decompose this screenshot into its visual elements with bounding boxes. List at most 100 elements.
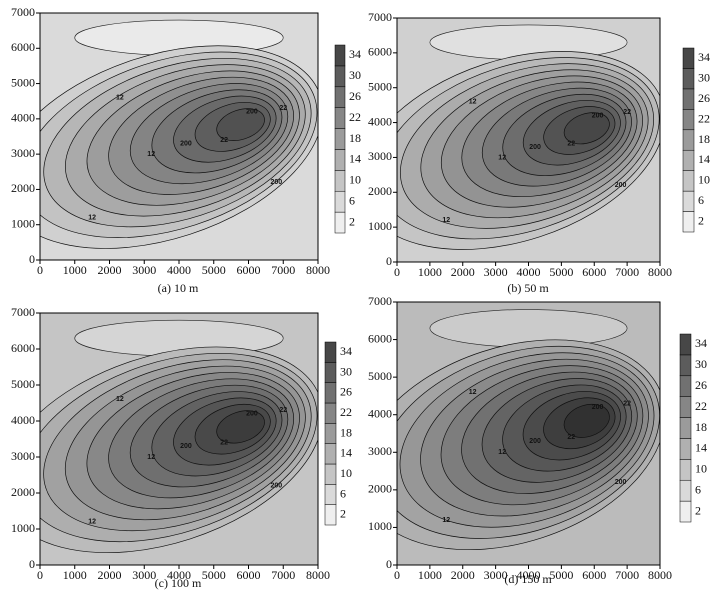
- x-tick-label: 2000: [451, 568, 475, 582]
- colorbar-band: [334, 86, 346, 108]
- contour-label: 200: [592, 404, 604, 411]
- x-tick-label: 0: [394, 265, 400, 279]
- y-tick-label: 4000: [368, 406, 392, 420]
- colorbar-band: [682, 170, 695, 192]
- contour-label: 12: [147, 454, 155, 461]
- x-tick-label: 3000: [132, 568, 156, 582]
- x-tick-label: 2000: [98, 263, 122, 277]
- x-tick-label: 3000: [132, 263, 156, 277]
- x-tick-label: 0: [37, 568, 43, 582]
- colorbar-label: 10: [698, 173, 710, 187]
- colorbar-band: [324, 504, 337, 526]
- x-tick-label: 8000: [648, 265, 672, 279]
- colorbar-band: [324, 382, 337, 404]
- colorbar-label: 26: [695, 378, 707, 392]
- x-tick-label: 7000: [271, 568, 295, 582]
- contour-label: 200: [270, 483, 282, 490]
- x-tick-label: 5000: [202, 568, 226, 582]
- x-tick-label: 5000: [549, 568, 573, 582]
- x-tick-label: 7000: [615, 265, 639, 279]
- contour-label: 200: [180, 443, 192, 450]
- colorbar-label: 14: [695, 441, 707, 455]
- y-tick-label: 7000: [368, 294, 392, 308]
- colorbar-band: [334, 65, 346, 88]
- y-tick-label: 3000: [368, 444, 392, 458]
- contour-label: 22: [220, 137, 228, 144]
- x-tick-label: 3000: [484, 265, 508, 279]
- colorbar-band: [682, 88, 695, 110]
- x-tick-label: 1000: [418, 265, 442, 279]
- panel: 12 200 22 12 200 12 200 22 0 1000 2000 3000 4000 5000…: [11, 5, 361, 295]
- y-tick-label: 2000: [368, 482, 392, 496]
- colorbar-band: [679, 375, 692, 397]
- colorbar-label: 30: [698, 70, 710, 84]
- colorbar-band: [679, 459, 692, 481]
- y-tick-label: 2000: [11, 181, 35, 195]
- x-tick-label: 0: [394, 568, 400, 582]
- y-tick-label: 6000: [368, 331, 392, 345]
- colorbar-band: [324, 402, 337, 424]
- y-tick-label: 1000: [368, 219, 392, 233]
- colorbar-label: 34: [695, 336, 707, 350]
- colorbar-label: 30: [349, 68, 361, 82]
- contour-label: 12: [498, 449, 506, 456]
- y-tick-label: 1000: [11, 216, 35, 230]
- contour-ring: [216, 410, 265, 444]
- contour-label: 22: [220, 439, 228, 446]
- contour-label: 12: [147, 151, 155, 158]
- colorbar-band: [334, 190, 346, 213]
- colorbar-label: 2: [349, 214, 355, 228]
- colorbar-band: [679, 438, 692, 460]
- contour-label: 22: [279, 105, 287, 112]
- y-tick-label: 2000: [368, 184, 392, 198]
- x-tick-label: 1000: [63, 568, 87, 582]
- colorbar-label: 14: [340, 446, 352, 460]
- y-tick-label: 0: [386, 254, 392, 268]
- colorbar-band: [682, 68, 695, 90]
- contour-label: 200: [529, 438, 541, 445]
- y-tick-label: 1000: [368, 519, 392, 533]
- colorbar-band: [679, 417, 692, 439]
- colorbar-band: [334, 44, 346, 67]
- colorbar-label: 26: [340, 385, 352, 399]
- y-tick-label: 7000: [11, 5, 35, 19]
- colorbar-band: [682, 211, 695, 233]
- colorbar-band: [334, 128, 346, 150]
- contour-label: 22: [567, 140, 575, 147]
- contour-label: 12: [442, 517, 450, 524]
- x-tick-label: 4000: [167, 263, 191, 277]
- contour-field: 12 200 22 12 200 12 200 22: [40, 13, 318, 260]
- y-tick-label: 0: [386, 557, 392, 571]
- colorbar-label: 2: [698, 214, 704, 228]
- colorbar-label: 14: [349, 152, 361, 166]
- x-tick-label: 4000: [517, 265, 541, 279]
- x-tick-label: 6000: [582, 568, 606, 582]
- colorbar-label: 34: [340, 344, 352, 358]
- colorbar-label: 6: [349, 193, 355, 207]
- colorbar-band: [334, 149, 346, 171]
- contour-label: 200: [615, 182, 627, 189]
- contour-label: 200: [246, 109, 258, 116]
- colorbar-band: [324, 362, 337, 383]
- x-tick-label: 4000: [167, 568, 191, 582]
- colorbar-label: 22: [340, 405, 352, 419]
- x-tick-label: 3000: [484, 568, 508, 582]
- colorbar-band: [334, 107, 346, 129]
- y-tick-label: 0: [29, 252, 35, 266]
- colorbar-label: 18: [340, 425, 352, 439]
- panel: 12 200 22 12 200 12 200 22 0 1000 2000 3000 4000 5000…: [368, 294, 707, 586]
- colorbar-band: [682, 129, 695, 151]
- x-tick-label: 0: [37, 263, 43, 277]
- colorbar-band: [324, 484, 337, 505]
- y-tick-label: 5000: [11, 377, 35, 391]
- x-tick-label: 6000: [582, 265, 606, 279]
- contour-label: 200: [180, 140, 192, 147]
- colorbar-label: 22: [698, 111, 710, 125]
- caption: (a) 10 m: [158, 281, 199, 295]
- colorbar-label: 34: [698, 50, 710, 64]
- colorbar-label: 22: [695, 399, 707, 413]
- contour-label: 12: [116, 95, 124, 102]
- contour-label: 22: [567, 434, 575, 441]
- colorbar-label: 2: [695, 503, 701, 517]
